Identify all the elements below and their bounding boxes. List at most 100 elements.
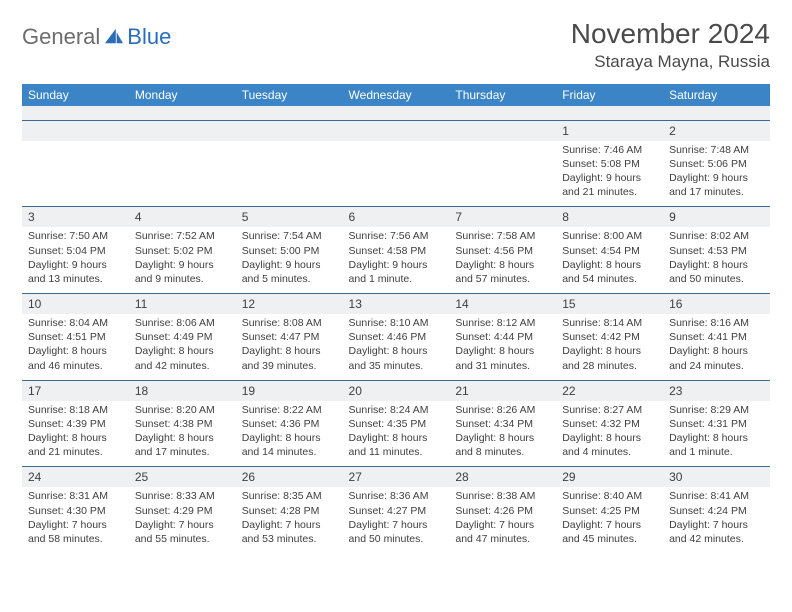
sunset-line: Sunset: 4:56 PM (455, 244, 550, 258)
sunset-line: Sunset: 4:36 PM (242, 417, 337, 431)
daylight-line: Daylight: 7 hours and 47 minutes. (455, 518, 550, 546)
sunset-line: Sunset: 4:27 PM (349, 504, 444, 518)
daylight-line: Daylight: 9 hours and 5 minutes. (242, 258, 337, 286)
sunrise-line: Sunrise: 8:36 AM (349, 489, 444, 503)
weekday-header: Wednesday (343, 84, 450, 106)
sunrise-line: Sunrise: 7:56 AM (349, 229, 444, 243)
sunrise-line: Sunrise: 8:20 AM (135, 403, 230, 417)
day-content-cell: Sunrise: 8:40 AMSunset: 4:25 PMDaylight:… (556, 487, 663, 553)
day-content-cell: Sunrise: 7:58 AMSunset: 4:56 PMDaylight:… (449, 227, 556, 293)
sunset-line: Sunset: 4:49 PM (135, 330, 230, 344)
sunset-line: Sunset: 4:38 PM (135, 417, 230, 431)
daylight-line: Daylight: 8 hours and 4 minutes. (562, 431, 657, 459)
sunset-line: Sunset: 4:44 PM (455, 330, 550, 344)
day-content-cell: Sunrise: 8:41 AMSunset: 4:24 PMDaylight:… (663, 487, 770, 553)
sunset-line: Sunset: 5:00 PM (242, 244, 337, 258)
sunset-line: Sunset: 4:26 PM (455, 504, 550, 518)
daylight-line: Daylight: 7 hours and 55 minutes. (135, 518, 230, 546)
day-number-cell: 29 (556, 467, 663, 488)
day-content-cell: Sunrise: 8:06 AMSunset: 4:49 PMDaylight:… (129, 314, 236, 380)
weekday-header: Saturday (663, 84, 770, 106)
sunset-line: Sunset: 4:25 PM (562, 504, 657, 518)
sunrise-line: Sunrise: 8:10 AM (349, 316, 444, 330)
sunrise-line: Sunrise: 8:14 AM (562, 316, 657, 330)
sunset-line: Sunset: 4:29 PM (135, 504, 230, 518)
spacer-cell (449, 106, 556, 120)
spacer-cell (236, 106, 343, 120)
daylight-line: Daylight: 7 hours and 50 minutes. (349, 518, 444, 546)
sunrise-line: Sunrise: 8:40 AM (562, 489, 657, 503)
day-content-cell: Sunrise: 8:35 AMSunset: 4:28 PMDaylight:… (236, 487, 343, 553)
spacer-cell (556, 106, 663, 120)
sunrise-line: Sunrise: 7:46 AM (562, 143, 657, 157)
day-number-cell: 7 (449, 207, 556, 228)
location-label: Staraya Mayna, Russia (571, 52, 770, 72)
day-number-cell: 25 (129, 467, 236, 488)
weekday-header: Sunday (22, 84, 129, 106)
day-number-cell: 5 (236, 207, 343, 228)
day-number-cell (236, 120, 343, 141)
day-number-cell (449, 120, 556, 141)
day-number-cell (22, 120, 129, 141)
day-content-cell: Sunrise: 8:27 AMSunset: 4:32 PMDaylight:… (556, 401, 663, 467)
sunrise-line: Sunrise: 8:04 AM (28, 316, 123, 330)
daylight-line: Daylight: 8 hours and 50 minutes. (669, 258, 764, 286)
day-content-cell: Sunrise: 7:56 AMSunset: 4:58 PMDaylight:… (343, 227, 450, 293)
sunset-line: Sunset: 4:51 PM (28, 330, 123, 344)
sunrise-line: Sunrise: 7:52 AM (135, 229, 230, 243)
sunrise-line: Sunrise: 8:22 AM (242, 403, 337, 417)
day-number-cell: 19 (236, 380, 343, 401)
day-number-cell: 21 (449, 380, 556, 401)
sunrise-line: Sunrise: 8:08 AM (242, 316, 337, 330)
day-content-cell: Sunrise: 8:38 AMSunset: 4:26 PMDaylight:… (449, 487, 556, 553)
daylight-line: Daylight: 9 hours and 21 minutes. (562, 171, 657, 199)
day-content-cell: Sunrise: 7:54 AMSunset: 5:00 PMDaylight:… (236, 227, 343, 293)
day-number-cell: 18 (129, 380, 236, 401)
title-block: November 2024 Staraya Mayna, Russia (571, 18, 770, 72)
day-content-cell: Sunrise: 7:50 AMSunset: 5:04 PMDaylight:… (22, 227, 129, 293)
daylight-line: Daylight: 8 hours and 46 minutes. (28, 344, 123, 372)
day-number-cell: 8 (556, 207, 663, 228)
day-content-cell: Sunrise: 8:04 AMSunset: 4:51 PMDaylight:… (22, 314, 129, 380)
sunrise-line: Sunrise: 8:12 AM (455, 316, 550, 330)
day-number-cell: 16 (663, 293, 770, 314)
sunrise-line: Sunrise: 7:50 AM (28, 229, 123, 243)
day-number-cell: 6 (343, 207, 450, 228)
day-number-cell: 27 (343, 467, 450, 488)
weekday-header: Tuesday (236, 84, 343, 106)
day-content-cell (343, 141, 450, 207)
day-content-cell (236, 141, 343, 207)
sunset-line: Sunset: 4:42 PM (562, 330, 657, 344)
sunset-line: Sunset: 4:46 PM (349, 330, 444, 344)
day-number-cell: 23 (663, 380, 770, 401)
sunset-line: Sunset: 4:32 PM (562, 417, 657, 431)
day-number-cell: 17 (22, 380, 129, 401)
sail-icon (103, 27, 125, 45)
weekday-header: Thursday (449, 84, 556, 106)
day-content-cell (22, 141, 129, 207)
day-number-cell: 10 (22, 293, 129, 314)
day-content-cell: Sunrise: 8:10 AMSunset: 4:46 PMDaylight:… (343, 314, 450, 380)
sunrise-line: Sunrise: 8:06 AM (135, 316, 230, 330)
daylight-line: Daylight: 7 hours and 58 minutes. (28, 518, 123, 546)
weekday-header: Friday (556, 84, 663, 106)
day-number-cell: 1 (556, 120, 663, 141)
sunrise-line: Sunrise: 8:26 AM (455, 403, 550, 417)
daylight-line: Daylight: 9 hours and 17 minutes. (669, 171, 764, 199)
day-number-cell: 15 (556, 293, 663, 314)
day-number-cell (343, 120, 450, 141)
day-content-cell: Sunrise: 8:24 AMSunset: 4:35 PMDaylight:… (343, 401, 450, 467)
daylight-line: Daylight: 8 hours and 54 minutes. (562, 258, 657, 286)
day-content-cell: Sunrise: 8:31 AMSunset: 4:30 PMDaylight:… (22, 487, 129, 553)
daylight-line: Daylight: 9 hours and 9 minutes. (135, 258, 230, 286)
sunrise-line: Sunrise: 8:16 AM (669, 316, 764, 330)
day-number-cell: 13 (343, 293, 450, 314)
header: General Blue November 2024 Staraya Mayna… (22, 18, 770, 72)
sunset-line: Sunset: 4:58 PM (349, 244, 444, 258)
sunset-line: Sunset: 4:31 PM (669, 417, 764, 431)
daylight-line: Daylight: 8 hours and 24 minutes. (669, 344, 764, 372)
calendar-body: 12Sunrise: 7:46 AMSunset: 5:08 PMDayligh… (22, 106, 770, 553)
daylight-line: Daylight: 8 hours and 1 minute. (669, 431, 764, 459)
sunset-line: Sunset: 5:04 PM (28, 244, 123, 258)
daylight-line: Daylight: 8 hours and 11 minutes. (349, 431, 444, 459)
